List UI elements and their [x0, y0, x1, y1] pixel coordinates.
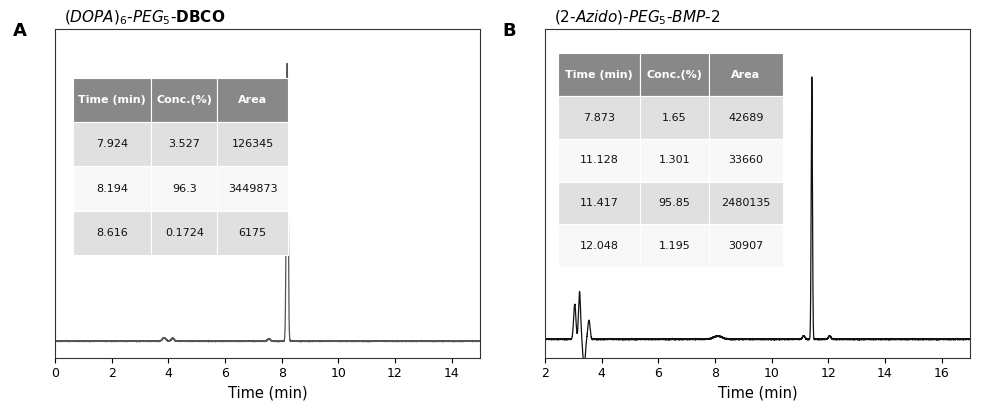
FancyBboxPatch shape [151, 166, 217, 210]
FancyBboxPatch shape [217, 78, 288, 122]
X-axis label: Time (min): Time (min) [228, 386, 307, 401]
FancyBboxPatch shape [640, 53, 709, 96]
Text: 11.417: 11.417 [580, 198, 618, 208]
FancyBboxPatch shape [217, 166, 288, 210]
X-axis label: Time (min): Time (min) [718, 386, 797, 401]
Text: B: B [503, 22, 516, 40]
Text: Conc.(%): Conc.(%) [156, 95, 212, 105]
FancyBboxPatch shape [640, 96, 709, 139]
Text: 1.301: 1.301 [659, 155, 690, 165]
Text: Time (min): Time (min) [78, 95, 146, 105]
Text: 30907: 30907 [728, 241, 764, 251]
Text: $(DOPA)_6$-$PEG_5$-$\mathbf{DBCO}$: $(DOPA)_6$-$PEG_5$-$\mathbf{DBCO}$ [64, 8, 225, 27]
FancyBboxPatch shape [709, 96, 783, 139]
Text: 2480135: 2480135 [721, 198, 771, 208]
Text: 96.3: 96.3 [172, 184, 197, 194]
Text: $(2\text{-}Azido)\text{-}PEG_5\text{-}BMP\text{-}2$: $(2\text{-}Azido)\text{-}PEG_5\text{-}BM… [554, 8, 720, 27]
FancyBboxPatch shape [558, 182, 640, 224]
Text: 126345: 126345 [231, 139, 274, 149]
FancyBboxPatch shape [151, 122, 217, 166]
FancyBboxPatch shape [558, 139, 640, 182]
Text: 95.85: 95.85 [658, 198, 690, 208]
Text: 0.1724: 0.1724 [165, 228, 204, 238]
FancyBboxPatch shape [73, 122, 151, 166]
FancyBboxPatch shape [640, 224, 709, 267]
FancyBboxPatch shape [558, 224, 640, 267]
FancyBboxPatch shape [217, 210, 288, 255]
Text: 7.924: 7.924 [96, 139, 128, 149]
FancyBboxPatch shape [73, 166, 151, 210]
Text: Area: Area [731, 70, 760, 80]
Text: 11.128: 11.128 [580, 155, 618, 165]
Text: 6175: 6175 [238, 228, 267, 238]
FancyBboxPatch shape [558, 96, 640, 139]
FancyBboxPatch shape [151, 210, 217, 255]
Text: 8.194: 8.194 [96, 184, 128, 194]
Text: Time (min): Time (min) [565, 70, 633, 80]
FancyBboxPatch shape [709, 182, 783, 224]
FancyBboxPatch shape [640, 182, 709, 224]
Text: 3449873: 3449873 [228, 184, 277, 194]
Text: A: A [12, 22, 26, 40]
FancyBboxPatch shape [640, 139, 709, 182]
FancyBboxPatch shape [151, 78, 217, 122]
FancyBboxPatch shape [73, 78, 151, 122]
Text: 33660: 33660 [728, 155, 763, 165]
Text: Area: Area [238, 95, 267, 105]
Text: 42689: 42689 [728, 113, 764, 122]
Text: 7.873: 7.873 [583, 113, 615, 122]
FancyBboxPatch shape [558, 53, 640, 96]
Text: Conc.(%): Conc.(%) [646, 70, 702, 80]
FancyBboxPatch shape [73, 210, 151, 255]
Text: 12.048: 12.048 [580, 241, 619, 251]
Text: 3.527: 3.527 [168, 139, 200, 149]
FancyBboxPatch shape [217, 122, 288, 166]
Text: 1.195: 1.195 [659, 241, 690, 251]
Text: 1.65: 1.65 [662, 113, 687, 122]
FancyBboxPatch shape [709, 139, 783, 182]
Text: 8.616: 8.616 [96, 228, 128, 238]
FancyBboxPatch shape [709, 53, 783, 96]
FancyBboxPatch shape [709, 224, 783, 267]
